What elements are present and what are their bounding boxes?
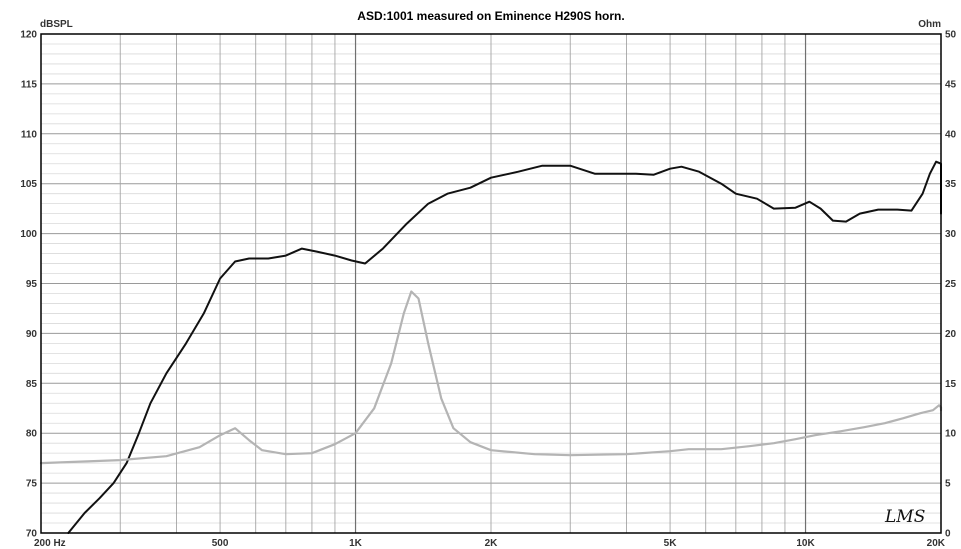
x-tick-label: 200 Hz [34,538,66,549]
y-right-tick-label: 50 [945,30,957,41]
spl-curve [67,160,942,534]
left-axis-unit: dBSPL [40,19,73,30]
y-right-tick-label: 40 [945,129,957,140]
x-tick-label: 5K [664,538,678,549]
tick-labels: 70 75 80 85 90 95 100 105 110 115 120 0 5 10 15 20 25 30 3… [20,30,956,549]
plot-frame [40,33,942,534]
y-right-tick-label: 35 [945,179,957,190]
x-tick-label: 1K [349,538,363,549]
y-left-tick-label: 90 [26,329,38,340]
y-left-tick-label: 110 [21,129,38,140]
x-tick-label: 2K [485,538,499,549]
y-right-tick-label: 45 [945,79,957,90]
y-left-tick-label: 115 [21,79,38,90]
y-left-tick-label: 85 [26,379,38,390]
right-axis-unit: Ohm [918,19,941,30]
y-left-tick-label: 75 [26,479,38,490]
y-right-tick-label: 0 [945,529,951,540]
y-right-tick-label: 25 [945,279,957,290]
y-right-tick-label: 15 [945,379,957,390]
series-lines [39,160,943,534]
y-right-tick-label: 30 [945,229,957,240]
y-left-tick-label: 70 [26,529,38,540]
impedance-curve [39,290,943,465]
y-left-tick-label: 95 [26,279,38,290]
y-right-tick-label: 20 [945,329,957,340]
x-tick-label: 20K [927,538,946,549]
y-left-tick-label: 100 [20,229,37,240]
lms-logo: LMS [884,507,925,527]
y-right-tick-label: 5 [945,479,951,490]
y-left-tick-label: 80 [26,429,38,440]
y-left-tick-label: 105 [20,179,37,190]
x-tick-label: 500 [212,538,229,549]
y-right-tick-label: 10 [945,429,957,440]
chart-title: ASD:1001 measured on Eminence H290S horn… [357,9,624,23]
x-tick-label: 10K [796,538,815,549]
y-left-tick-label: 120 [20,30,37,41]
